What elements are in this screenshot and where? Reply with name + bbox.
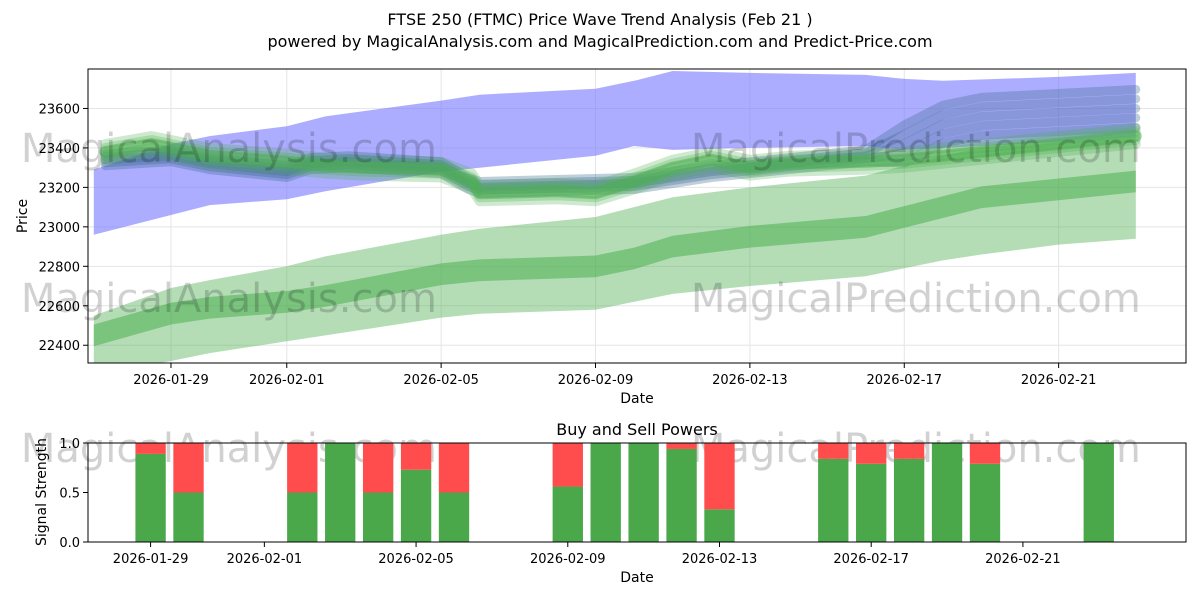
top-y-tick-label: 23400	[39, 142, 80, 157]
buy-bar	[666, 448, 697, 542]
sell-bar	[818, 443, 849, 459]
blue-wave-band	[93, 71, 1136, 235]
bottom-plot-title: Buy and Sell Powers	[556, 420, 718, 439]
top-x-tick-label: 2026-02-13	[712, 373, 788, 388]
buy-bar	[590, 443, 621, 542]
top-y-tick-label: 22400	[39, 339, 80, 354]
top-y-axis-label: Price	[15, 199, 31, 233]
top-y-tick-label: 23000	[39, 221, 80, 236]
green-long-core-band	[93, 170, 1136, 347]
top-x-tick-label: 2026-02-01	[249, 373, 325, 388]
green-short-wave-core	[99, 130, 1142, 200]
sell-bar	[362, 443, 394, 493]
top-y-tick-label: 22800	[39, 260, 80, 275]
figure-title: FTSE 250 (FTMC) Price Wave Trend Analysi…	[387, 10, 812, 29]
bottom-x-tick-label: 2026-02-17	[833, 552, 909, 567]
top-y-tick-label: 23600	[39, 102, 80, 117]
watermark-text: MagicalAnalysis.com	[21, 126, 437, 172]
top-x-tick-label: 2026-02-09	[558, 373, 634, 388]
buy-bar	[628, 443, 659, 542]
watermark-text: MagicalPrediction.com	[691, 126, 1141, 172]
buy-bar	[856, 463, 887, 542]
sell-bar	[552, 443, 583, 487]
figure-subtitle: powered by MagicalAnalysis.com and Magic…	[267, 32, 932, 51]
buy-bar	[704, 509, 735, 542]
top-y-tick-label: 23200	[39, 181, 80, 196]
green-short-wave-line	[100, 123, 1141, 191]
bottom-y-tick-label: 1.0	[59, 437, 80, 452]
watermark-text: MagicalAnalysis.com	[21, 276, 437, 322]
buy-bar	[818, 458, 849, 542]
bottom-y-axis-label: Signal Strength	[34, 438, 50, 546]
buy-bar	[552, 486, 583, 542]
bottom-x-tick-label: 2026-02-01	[227, 552, 303, 567]
top-x-tick-label: 2026-01-29	[133, 373, 209, 388]
sell-bar	[135, 443, 166, 454]
green-short-wave-line	[100, 139, 1141, 207]
buy-bar	[173, 492, 204, 542]
bottom-x-axis-label: Date	[620, 570, 653, 586]
watermark-text: MagicalPrediction.com	[691, 276, 1141, 322]
top-y-tick-label: 22600	[39, 300, 80, 315]
buy-bar	[325, 443, 356, 542]
buy-bar	[135, 453, 166, 542]
buy-bar	[969, 463, 1001, 542]
sell-bar	[893, 443, 925, 459]
sell-bar	[400, 443, 432, 470]
green-long-outer-band	[93, 136, 1136, 363]
buy-bar	[893, 458, 925, 542]
buy-bar	[1083, 443, 1114, 542]
top-x-tick-label: 2026-02-17	[866, 373, 942, 388]
top-x-tick-label: 2026-02-21	[1021, 373, 1097, 388]
buy-bar	[931, 443, 963, 542]
buy-bar	[362, 492, 394, 542]
sell-bar	[173, 443, 204, 493]
buy-bar	[438, 492, 470, 542]
buy-bar	[287, 492, 318, 542]
top-x-axis-label: Date	[620, 391, 653, 407]
bottom-x-tick-label: 2026-02-09	[530, 552, 606, 567]
sell-bar	[969, 443, 1001, 464]
sell-bar	[704, 443, 735, 510]
top-plot-frame	[87, 68, 1187, 364]
bottom-y-tick-label: 0.0	[59, 536, 80, 551]
sell-bar	[287, 443, 318, 493]
sell-bar	[666, 443, 697, 449]
bottom-x-tick-label: 2026-02-21	[985, 552, 1061, 567]
sell-bar	[438, 443, 470, 493]
sell-bar	[856, 443, 887, 464]
bottom-y-tick-label: 0.5	[59, 487, 80, 502]
bottom-x-tick-label: 2026-02-13	[682, 552, 758, 567]
buy-bar	[400, 469, 432, 542]
bottom-x-tick-label: 2026-01-29	[113, 552, 189, 567]
top-x-tick-label: 2026-02-05	[403, 373, 479, 388]
bottom-x-tick-label: 2026-02-05	[378, 552, 454, 567]
